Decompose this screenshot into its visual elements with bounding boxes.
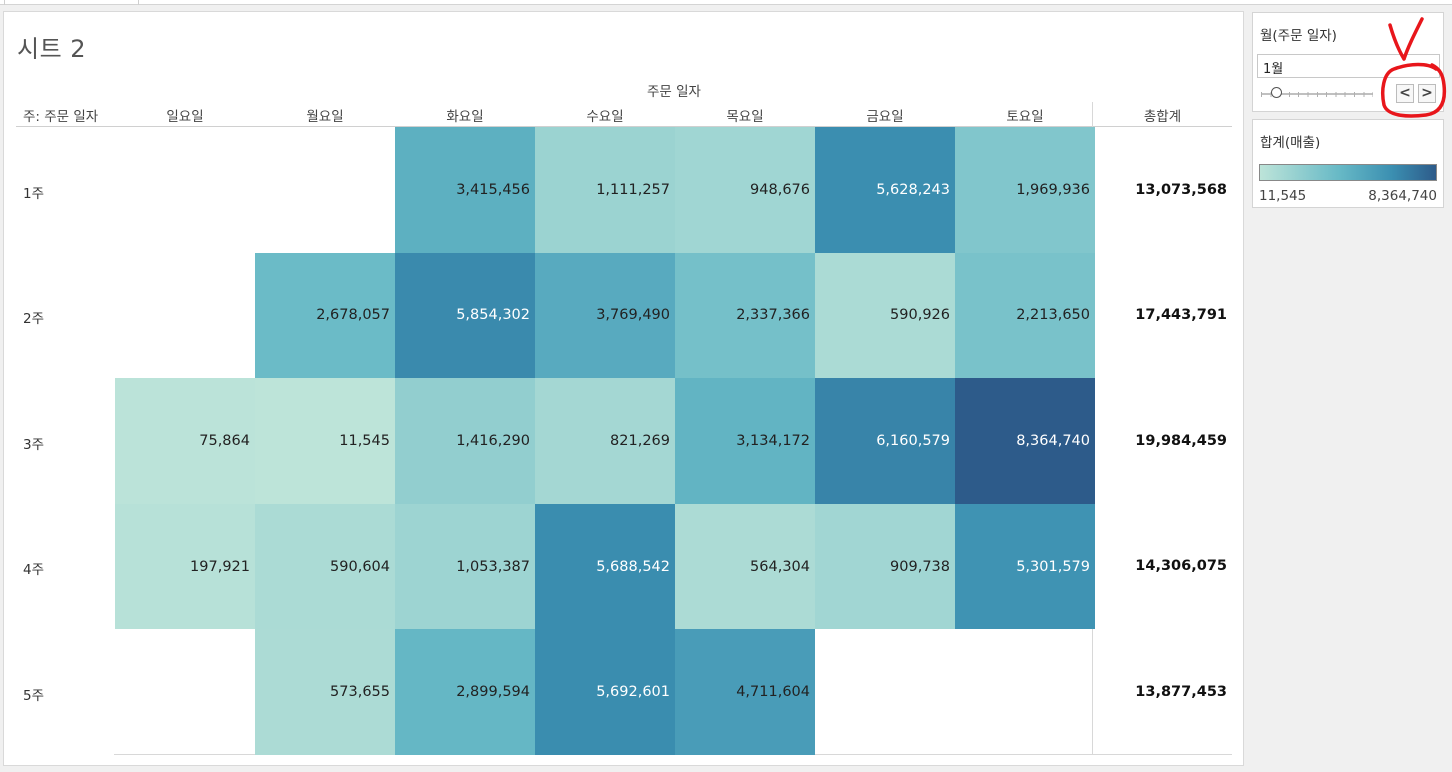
color-legend-card: 합계(매출) 11,545 8,364,740 (1252, 119, 1444, 208)
column-header-sunday[interactable]: 일요일 (166, 109, 204, 125)
prev-month-button[interactable]: < (1396, 84, 1414, 103)
column-group-header: 주문 일자 (647, 84, 701, 100)
heatmap-cell[interactable]: 5,628,243 (815, 127, 955, 253)
heatmap-cell[interactable]: 3,134,172 (675, 378, 815, 504)
row-label-week-4[interactable]: 4주 (23, 562, 45, 578)
row-label-week-1[interactable]: 1주 (23, 186, 45, 202)
column-header-wednesday[interactable]: 수요일 (586, 109, 624, 125)
heatmap-cell[interactable]: 3,415,456 (395, 127, 535, 253)
row-label-week-2[interactable]: 2주 (23, 311, 45, 327)
column-header-tuesday[interactable]: 화요일 (446, 109, 484, 125)
row-label-week-5[interactable]: 5주 (23, 688, 45, 704)
legend-min-label: 11,545 (1259, 188, 1307, 204)
heatmap-cell[interactable]: 564,304 (675, 503, 815, 630)
worksheet-view: 시트 2 주문 일자 주: 주문 일자 일요일 월요일 화요일 수요일 목요일 … (3, 11, 1244, 766)
heatmap-cell[interactable]: 573,655 (255, 629, 395, 755)
heatmap-cell[interactable]: 5,301,579 (955, 503, 1095, 630)
heatmap-cell[interactable]: 2,213,650 (955, 252, 1095, 379)
heatmap-cell[interactable]: 1,416,290 (395, 378, 535, 504)
heatmap-cell[interactable]: 1,969,936 (955, 127, 1095, 253)
heatmap-cell[interactable]: 2,899,594 (395, 629, 535, 755)
column-header-saturday[interactable]: 토요일 (1006, 109, 1044, 125)
heatmap-cell[interactable]: 6,160,579 (815, 378, 955, 504)
legend-title: 합계(매출) (1260, 135, 1321, 151)
heatmap-cell[interactable]: 5,692,601 (535, 629, 675, 755)
row-header: 주: 주문 일자 (23, 109, 99, 125)
heatmap-cell[interactable]: 821,269 (535, 378, 675, 504)
top-toolbar-strip (0, 0, 1452, 5)
heatmap-cell[interactable]: 8,364,740 (955, 378, 1095, 504)
header-divider (16, 126, 1232, 127)
column-header-friday[interactable]: 금요일 (866, 109, 904, 125)
toolbar-divider (4, 0, 5, 5)
row-total: 13,877,453 (1135, 684, 1227, 700)
next-month-button[interactable]: > (1418, 84, 1436, 103)
legend-max-label: 8,364,740 (1368, 188, 1437, 204)
heatmap-cell[interactable]: 5,688,542 (535, 503, 675, 630)
heatmap-cell[interactable]: 5,854,302 (395, 252, 535, 379)
heatmap-cell[interactable]: 4,711,604 (675, 629, 815, 755)
heatmap-cell[interactable]: 2,678,057 (255, 252, 395, 379)
month-slider-ticks (1261, 92, 1373, 97)
heatmap-cell[interactable]: 909,738 (815, 503, 955, 630)
month-filter-value[interactable]: 1월 (1257, 54, 1440, 78)
column-header-thursday[interactable]: 목요일 (726, 109, 764, 125)
total-column-header: 총합계 (1143, 109, 1182, 125)
heatmap-cell[interactable]: 197,921 (115, 503, 255, 630)
heatmap-cell[interactable]: 590,926 (815, 252, 955, 379)
row-total: 13,073,568 (1135, 182, 1227, 198)
heatmap-cell[interactable]: 590,604 (255, 503, 395, 630)
heatmap-cell[interactable]: 1,111,257 (535, 127, 675, 253)
month-filter-title: 월(주문 일자) (1260, 28, 1337, 44)
column-header-monday[interactable]: 월요일 (306, 109, 344, 125)
heatmap-cell[interactable]: 1,053,387 (395, 503, 535, 630)
heatmap-cell[interactable]: 11,545 (255, 378, 395, 504)
row-total: 14,306,075 (1135, 558, 1227, 574)
row-total: 17,443,791 (1135, 307, 1227, 323)
heatmap-cell[interactable]: 948,676 (675, 127, 815, 253)
heatmap-cell[interactable]: 2,337,366 (675, 252, 815, 379)
color-gradient-bar (1259, 164, 1437, 181)
month-slider-thumb[interactable] (1271, 87, 1282, 98)
heatmap-cell[interactable]: 3,769,490 (535, 252, 675, 379)
heatmap-cell[interactable]: 75,864 (115, 378, 255, 504)
sheet-title: 시트 2 (17, 35, 87, 63)
toolbar-divider (138, 0, 139, 5)
row-total: 19,984,459 (1135, 433, 1227, 449)
month-filter-card: 월(주문 일자) 1월 < > (1252, 12, 1444, 112)
row-label-week-3[interactable]: 3주 (23, 437, 45, 453)
